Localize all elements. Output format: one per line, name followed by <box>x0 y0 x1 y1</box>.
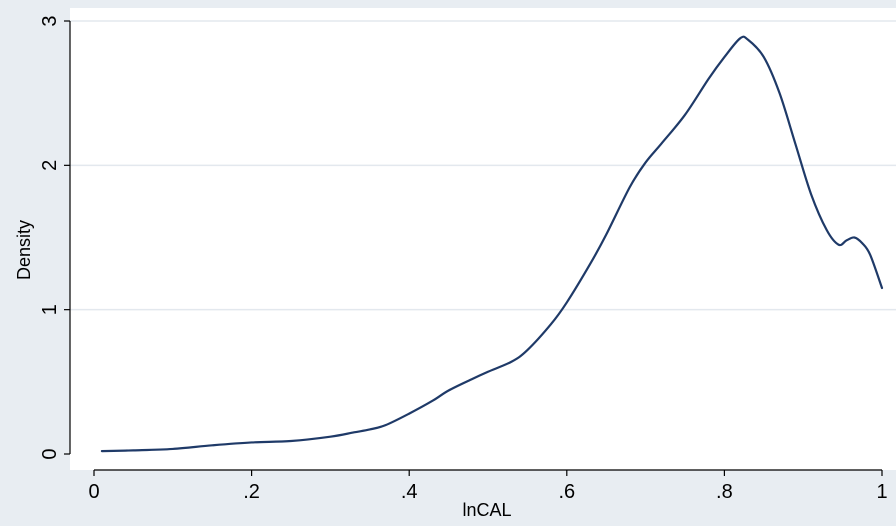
y-axis-title: Density <box>14 220 34 280</box>
x-axis-title: lnCAL <box>462 500 511 520</box>
series-layer <box>100 35 884 453</box>
grid-lines <box>70 20 896 311</box>
plot-area <box>70 8 896 470</box>
x-tick-label-1: 1 <box>876 481 887 503</box>
x-tick-label-.4: .4 <box>401 481 418 503</box>
x-tick-label-.6: .6 <box>558 481 575 503</box>
y-tick-label-3: 3 <box>39 15 61 26</box>
x-tick-label-0: 0 <box>88 481 99 503</box>
tick-labels: 0 1 2 3 0 .2 .4 .6 .8 1 <box>39 15 888 503</box>
axes <box>64 20 883 476</box>
x-tick-label-.8: .8 <box>716 481 733 503</box>
x-tick-label-.2: .2 <box>243 481 260 503</box>
y-tick-label-2: 2 <box>39 160 61 171</box>
y-tick-label-1: 1 <box>39 304 61 315</box>
density-curve-0 <box>100 35 884 453</box>
y-tick-label-0: 0 <box>39 448 61 459</box>
